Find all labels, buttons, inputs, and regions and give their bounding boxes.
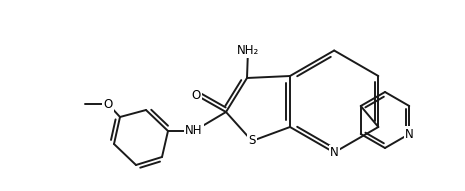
Text: N: N xyxy=(330,146,339,159)
Text: N: N xyxy=(405,128,414,141)
Text: S: S xyxy=(248,134,256,147)
Text: NH: NH xyxy=(185,125,203,138)
Text: O: O xyxy=(192,88,200,101)
Text: O: O xyxy=(103,97,113,111)
Text: NH₂: NH₂ xyxy=(237,44,259,57)
